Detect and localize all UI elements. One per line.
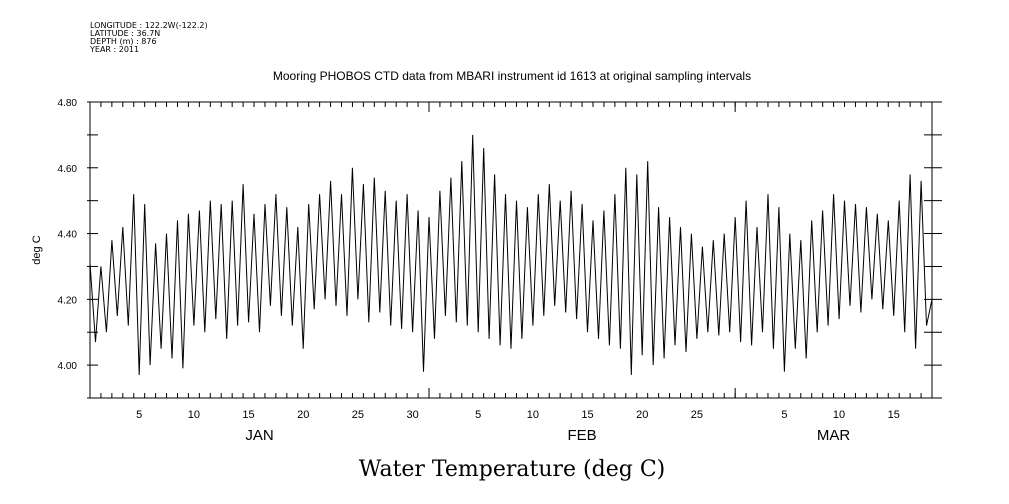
y-tick-label: 4.40 (58, 230, 78, 241)
x-tick-label: 25 (691, 409, 703, 421)
x-tick-label: 10 (527, 409, 539, 421)
x-tick-label: 15 (242, 409, 254, 421)
x-tick-label: 30 (406, 409, 418, 421)
y-tick-label: 4.60 (58, 164, 78, 175)
x-tick-label: 20 (297, 409, 309, 421)
y-tick-label: 4.00 (58, 361, 78, 372)
y-axis-label: deg C (31, 235, 43, 264)
x-tick-label: 25 (352, 409, 364, 421)
temperature-line (89, 134, 933, 376)
month-label: JAN (245, 427, 273, 444)
x-tick-label: 5 (136, 409, 142, 421)
y-tick-label: 4.80 (58, 98, 78, 109)
x-tick-label: 15 (581, 409, 593, 421)
plot-frame (89, 101, 933, 399)
x-tick-label: 5 (781, 409, 787, 421)
month-label: FEB (567, 427, 596, 444)
depth-label: DEPTH (m) : 876 (90, 37, 157, 46)
year-label: YEAR : 2011 (90, 45, 140, 54)
x-tick-label: 10 (833, 409, 845, 421)
x-axis-label: Water Temperature (deg C) (359, 457, 666, 482)
longitude-label: LONGITUDE : 122.2W(-122.2) (90, 21, 208, 30)
latitude-label: LATITUDE : 36.7N (90, 29, 161, 38)
x-tick-label: 10 (188, 409, 200, 421)
month-label: MAR (817, 427, 851, 444)
x-tick-label: 20 (636, 409, 648, 421)
x-tick-label: 15 (888, 409, 900, 421)
y-tick-label: 4.20 (58, 295, 78, 306)
chart-title: Mooring PHOBOS CTD data from MBARI instr… (273, 69, 751, 83)
x-tick-label: 5 (475, 409, 481, 421)
